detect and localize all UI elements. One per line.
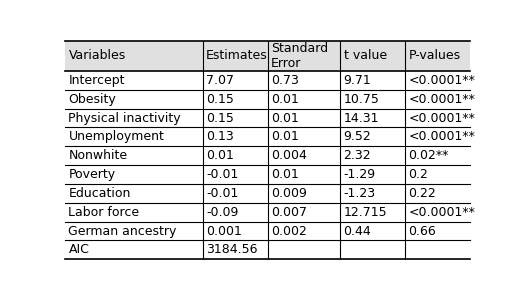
Text: <0.0001**: <0.0001** xyxy=(408,111,475,125)
Text: German ancestry: German ancestry xyxy=(68,225,177,237)
Text: Estimates: Estimates xyxy=(206,49,268,62)
Text: <0.0001**: <0.0001** xyxy=(408,206,475,219)
Text: 0.15: 0.15 xyxy=(206,111,234,125)
Text: -0.01: -0.01 xyxy=(206,168,239,181)
Text: 0.13: 0.13 xyxy=(206,130,234,143)
Text: -1.23: -1.23 xyxy=(343,187,376,200)
Text: 0.01: 0.01 xyxy=(271,168,299,181)
Text: P-values: P-values xyxy=(408,49,460,62)
Text: 0.15: 0.15 xyxy=(206,93,234,106)
Text: 14.31: 14.31 xyxy=(343,111,379,125)
Text: 0.44: 0.44 xyxy=(343,225,371,237)
Text: <0.0001**: <0.0001** xyxy=(408,93,475,106)
Text: <0.0001**: <0.0001** xyxy=(408,130,475,143)
Text: Standard
Error: Standard Error xyxy=(271,42,328,70)
Text: 0.02**: 0.02** xyxy=(408,149,449,162)
Text: Physical inactivity: Physical inactivity xyxy=(68,111,181,125)
Text: 0.007: 0.007 xyxy=(271,206,307,219)
Text: Unemployment: Unemployment xyxy=(68,130,164,143)
Text: Nonwhite: Nonwhite xyxy=(68,149,127,162)
Text: 3184.56: 3184.56 xyxy=(206,243,257,256)
Text: -1.29: -1.29 xyxy=(343,168,376,181)
Text: 9.71: 9.71 xyxy=(343,74,371,87)
Text: 0.01: 0.01 xyxy=(271,93,299,106)
Bar xyxy=(65,41,470,71)
Text: 0.22: 0.22 xyxy=(408,187,436,200)
Text: 0.01: 0.01 xyxy=(206,149,234,162)
Text: Education: Education xyxy=(68,187,131,200)
Text: 0.004: 0.004 xyxy=(271,149,306,162)
Text: 0.73: 0.73 xyxy=(271,74,299,87)
Text: 10.75: 10.75 xyxy=(343,93,379,106)
Text: 0.66: 0.66 xyxy=(408,225,436,237)
Text: -0.01: -0.01 xyxy=(206,187,239,200)
Text: 0.002: 0.002 xyxy=(271,225,306,237)
Text: Variables: Variables xyxy=(68,49,126,62)
Text: -0.09: -0.09 xyxy=(206,206,239,219)
Text: 2.32: 2.32 xyxy=(343,149,371,162)
Text: 12.715: 12.715 xyxy=(343,206,387,219)
Text: <0.0001**: <0.0001** xyxy=(408,74,475,87)
Text: Labor force: Labor force xyxy=(68,206,139,219)
Text: 0.01: 0.01 xyxy=(271,111,299,125)
Text: Poverty: Poverty xyxy=(68,168,115,181)
Text: Obesity: Obesity xyxy=(68,93,116,106)
Text: t value: t value xyxy=(343,49,387,62)
Text: AIC: AIC xyxy=(68,243,89,256)
Text: 0.2: 0.2 xyxy=(408,168,428,181)
Text: 9.52: 9.52 xyxy=(343,130,371,143)
Text: 0.001: 0.001 xyxy=(206,225,242,237)
Text: 0.01: 0.01 xyxy=(271,130,299,143)
Text: 7.07: 7.07 xyxy=(206,74,234,87)
Text: 0.009: 0.009 xyxy=(271,187,306,200)
Text: Intercept: Intercept xyxy=(68,74,125,87)
